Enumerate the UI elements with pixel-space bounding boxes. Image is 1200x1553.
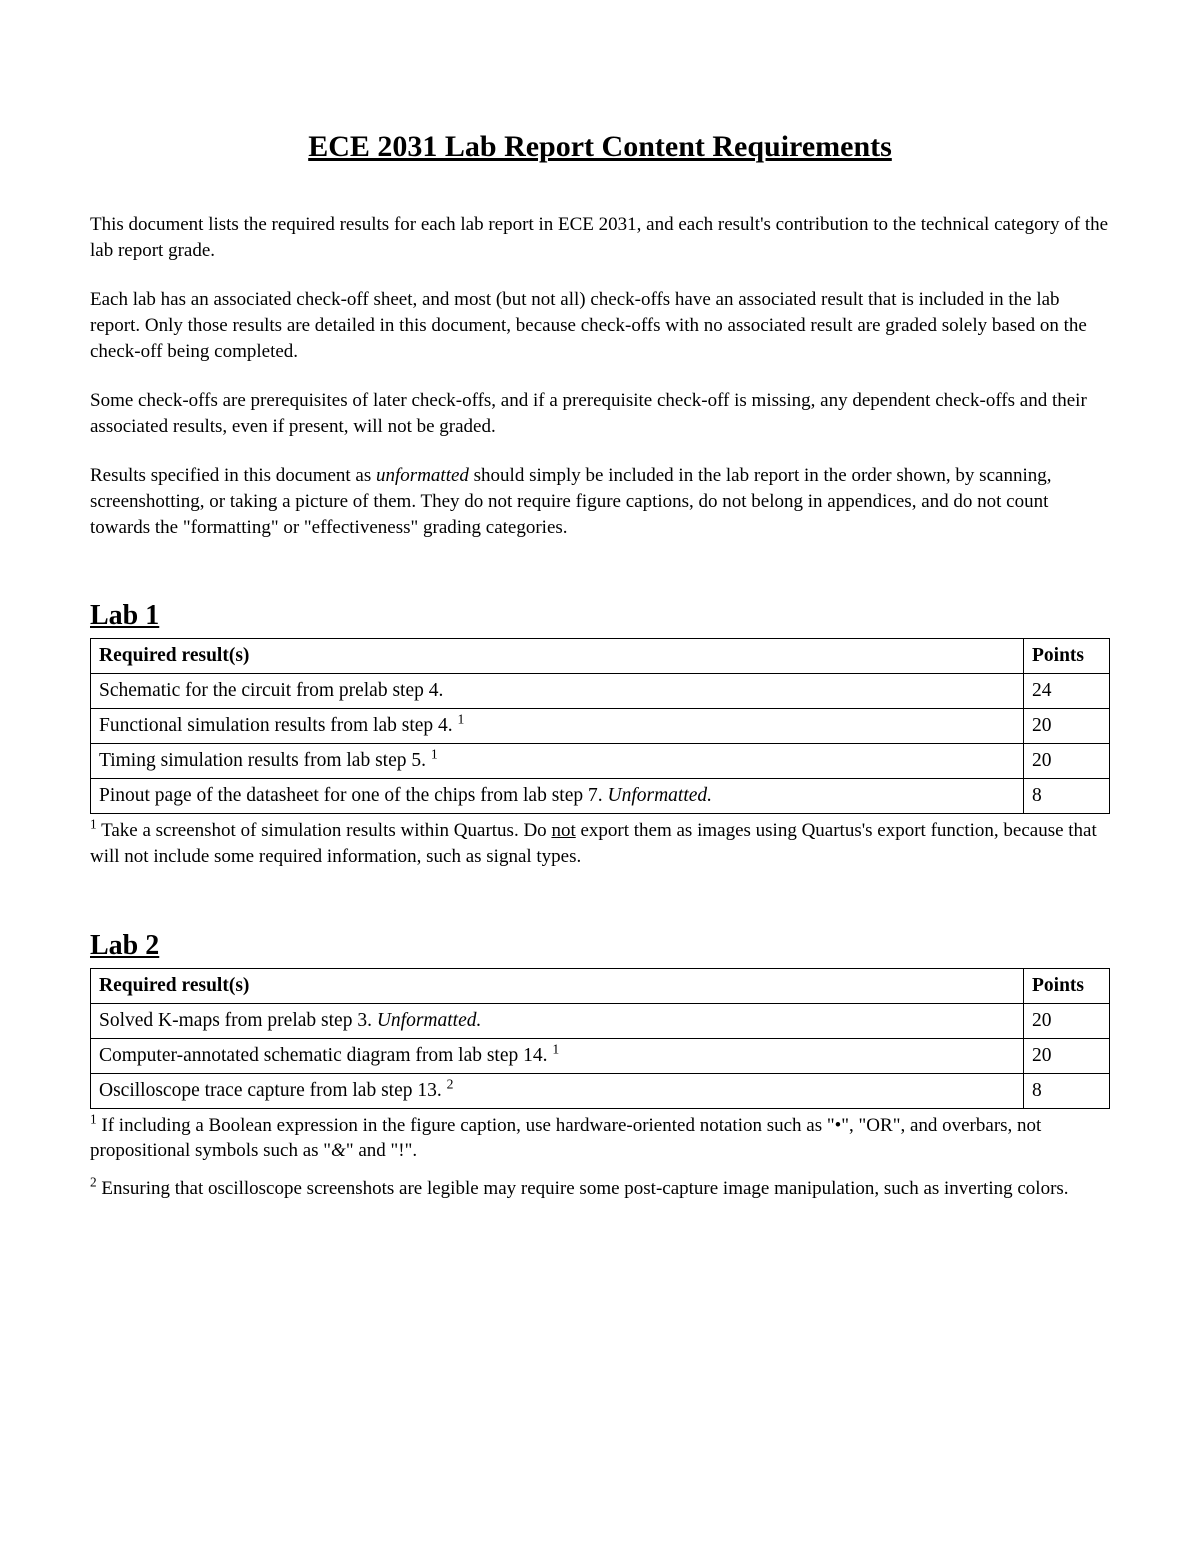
result-cell: Schematic for the circuit from prelab st… xyxy=(91,674,1024,709)
col-header-points: Points xyxy=(1024,639,1110,674)
intro-p4-part-a: Results specified in this document as xyxy=(90,465,376,486)
result-text: Schematic for the circuit from prelab st… xyxy=(99,680,443,701)
footnote-ref: 1 xyxy=(431,747,438,762)
col-header-result: Required result(s) xyxy=(91,968,1024,1003)
result-cell: Computer-annotated schematic diagram fro… xyxy=(91,1038,1024,1073)
points-cell: 24 xyxy=(1024,674,1110,709)
footnote-text: Ensuring that oscilloscope screenshots a… xyxy=(97,1178,1069,1199)
result-text: Pinout page of the datasheet for one of … xyxy=(99,785,608,806)
footnote-text-a: If including a Boolean expression in the… xyxy=(90,1115,1041,1162)
footnote-marker: 2 xyxy=(90,1175,97,1190)
table-row: Oscilloscope trace capture from lab step… xyxy=(91,1073,1110,1108)
footnote-text-a: Take a screenshot of simulation results … xyxy=(97,820,552,841)
result-text: Functional simulation results from lab s… xyxy=(99,715,458,736)
points-cell: 20 xyxy=(1024,709,1110,744)
table-header-row: Required result(s) Points xyxy=(91,639,1110,674)
result-cell: Solved K-maps from prelab step 3. Unform… xyxy=(91,1003,1024,1038)
document-page: ECE 2031 Lab Report Content Requirements… xyxy=(0,0,1200,1553)
footnote-ref: 1 xyxy=(458,712,465,727)
result-em: Unformatted. xyxy=(377,1010,482,1031)
footnote-ref: 2 xyxy=(447,1076,454,1091)
table-row: Computer-annotated schematic diagram fro… xyxy=(91,1038,1110,1073)
footnote-text-b: " and "!". xyxy=(346,1140,417,1161)
intro-paragraph-2: Each lab has an associated check-off she… xyxy=(90,287,1110,364)
footnote-marker: 1 xyxy=(90,817,97,832)
page-title: ECE 2031 Lab Report Content Requirements xyxy=(90,130,1110,164)
intro-paragraph-4: Results specified in this document as un… xyxy=(90,463,1110,540)
footnote-marker: 1 xyxy=(90,1111,97,1126)
result-text: Timing simulation results from lab step … xyxy=(99,750,431,771)
table-row: Schematic for the circuit from prelab st… xyxy=(91,674,1110,709)
table-row: Timing simulation results from lab step … xyxy=(91,744,1110,779)
lab2-table: Required result(s) Points Solved K-maps … xyxy=(90,968,1110,1109)
lab1-footnote-1: 1 Take a screenshot of simulation result… xyxy=(90,818,1110,869)
table-row: Pinout page of the datasheet for one of … xyxy=(91,779,1110,814)
result-text: Computer-annotated schematic diagram fro… xyxy=(99,1045,552,1066)
result-cell: Oscilloscope trace capture from lab step… xyxy=(91,1073,1024,1108)
result-cell: Pinout page of the datasheet for one of … xyxy=(91,779,1024,814)
intro-p4-emph: unformatted xyxy=(376,465,469,486)
points-cell: 20 xyxy=(1024,1003,1110,1038)
col-header-points: Points xyxy=(1024,968,1110,1003)
table-row: Functional simulation results from lab s… xyxy=(91,709,1110,744)
result-text: Oscilloscope trace capture from lab step… xyxy=(99,1080,447,1101)
intro-paragraph-3: Some check-offs are prerequisites of lat… xyxy=(90,388,1110,439)
result-cell: Functional simulation results from lab s… xyxy=(91,709,1024,744)
points-cell: 20 xyxy=(1024,744,1110,779)
col-header-result: Required result(s) xyxy=(91,639,1024,674)
points-cell: 8 xyxy=(1024,1073,1110,1108)
points-cell: 8 xyxy=(1024,779,1110,814)
table-header-row: Required result(s) Points xyxy=(91,968,1110,1003)
lab1-table: Required result(s) Points Schematic for … xyxy=(90,638,1110,814)
footnote-amp: & xyxy=(331,1140,346,1161)
footnote-not: not xyxy=(551,820,575,841)
lab2-heading: Lab 2 xyxy=(90,930,1110,962)
result-text: Solved K-maps from prelab step 3. xyxy=(99,1010,377,1031)
table-row: Solved K-maps from prelab step 3. Unform… xyxy=(91,1003,1110,1038)
lab2-footnote-1: 1 If including a Boolean expression in t… xyxy=(90,1113,1110,1164)
result-cell: Timing simulation results from lab step … xyxy=(91,744,1024,779)
lab1-heading: Lab 1 xyxy=(90,600,1110,632)
intro-paragraph-1: This document lists the required results… xyxy=(90,212,1110,263)
result-em: Unformatted. xyxy=(608,785,713,806)
footnote-ref: 1 xyxy=(552,1041,559,1056)
points-cell: 20 xyxy=(1024,1038,1110,1073)
lab2-footnote-2: 2 Ensuring that oscilloscope screenshots… xyxy=(90,1176,1110,1202)
